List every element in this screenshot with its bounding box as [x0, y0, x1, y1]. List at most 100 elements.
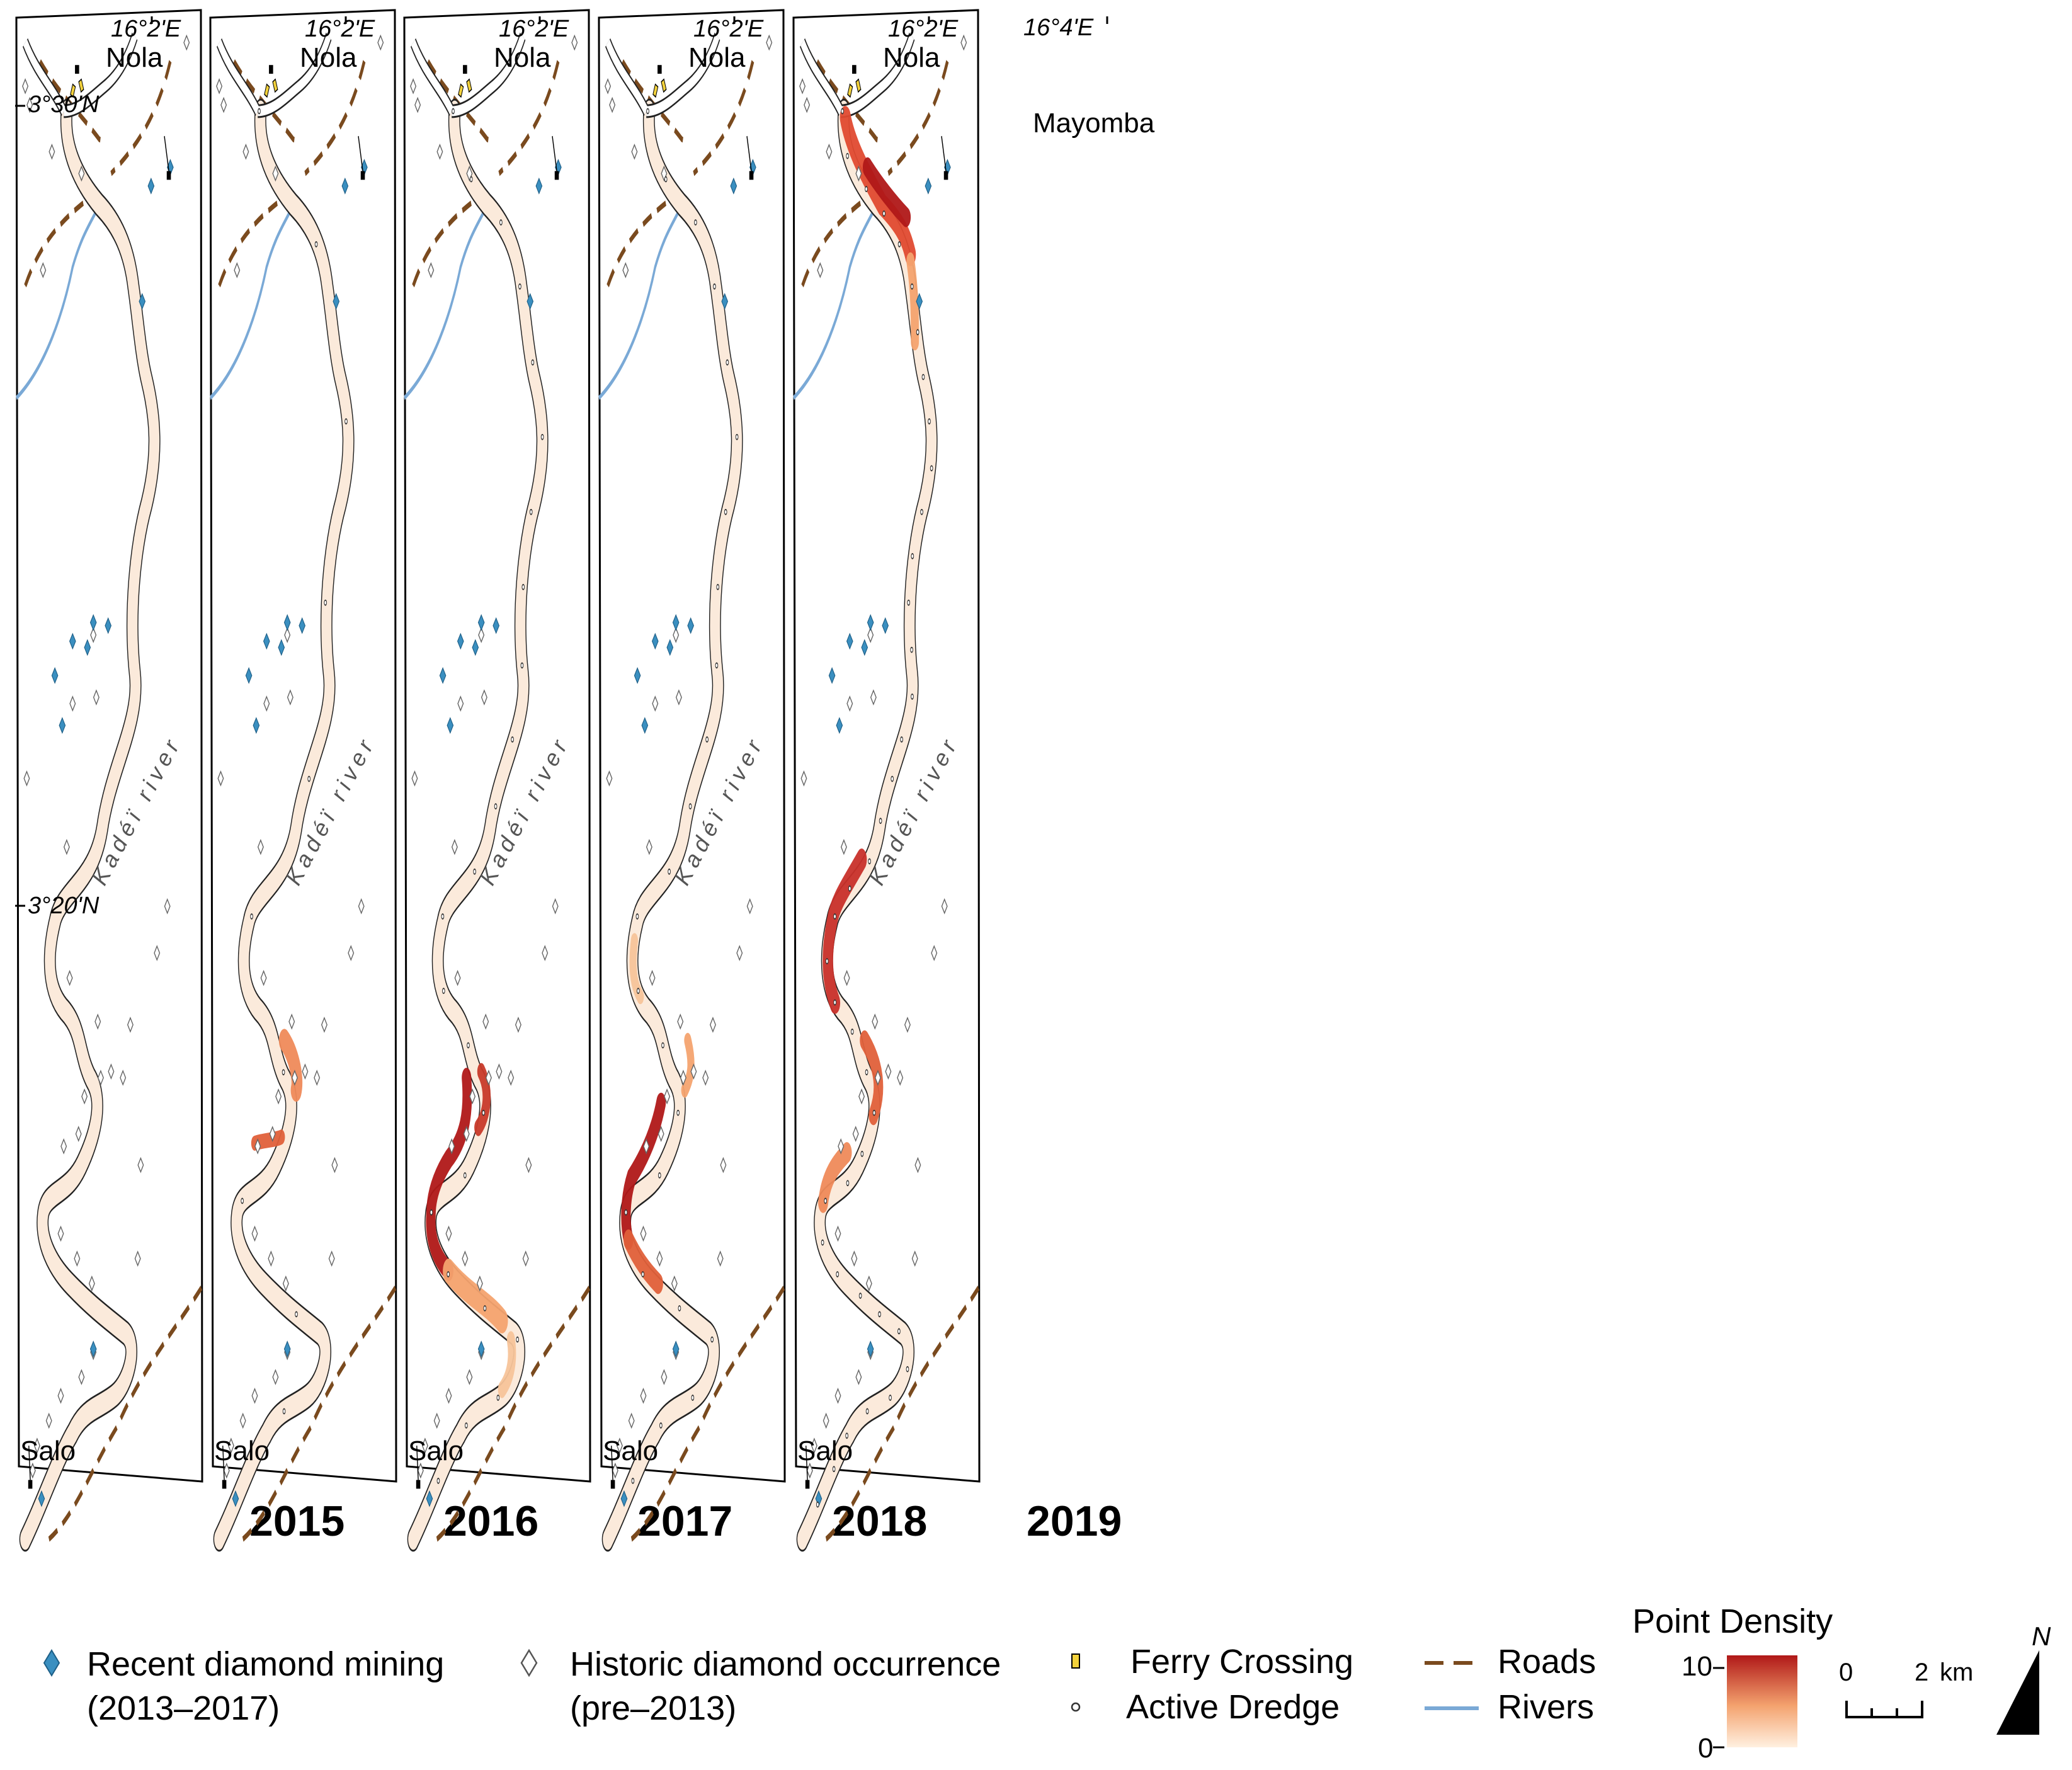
recent-mining-marker — [651, 632, 659, 650]
historic-diamond-marker — [81, 1088, 88, 1105]
legend-ferry: Ferry Crossing — [1071, 1643, 1353, 1681]
historic-diamond-marker — [428, 262, 435, 278]
dredge-marker — [646, 108, 649, 115]
lon-left-label: 16°2'E — [888, 16, 959, 42]
legend-dredge: Active Dredge — [1071, 1688, 1340, 1726]
historic-diamond-marker — [931, 945, 938, 961]
historic-diamond-marker — [804, 96, 811, 113]
scale-unit-label: km — [1940, 1659, 1973, 1686]
recent-mining-marker — [147, 177, 155, 195]
dredge-marker — [499, 219, 503, 226]
town-nola-marker — [75, 65, 79, 74]
dredge-marker — [846, 152, 849, 159]
scale-two-label: 2 — [1915, 1659, 1928, 1686]
historic-diamond-marker — [612, 1462, 618, 1479]
historic-diamond-marker — [239, 1412, 246, 1429]
lon-right-label: 16°4'E — [1023, 14, 1094, 41]
dredge-marker — [906, 1366, 909, 1373]
dredge-marker — [452, 108, 455, 115]
historic-diamond-marker — [414, 96, 421, 113]
dredge-marker — [635, 913, 639, 920]
dredge-marker — [891, 775, 894, 782]
dredge-marker — [661, 1042, 664, 1049]
dredge-marker — [858, 1293, 862, 1299]
dredge-marker — [836, 1271, 840, 1277]
historic-diamond-marker — [508, 1070, 515, 1086]
historic-diamond-marker — [260, 969, 267, 986]
upstream-river-channel — [606, 33, 720, 117]
historic-diamond-marker — [348, 945, 355, 961]
dredge-marker — [241, 1197, 244, 1204]
density-hotspot — [906, 252, 919, 351]
historic-diamond-marker — [656, 1250, 663, 1267]
town-salo-marker — [28, 1480, 33, 1489]
historic-diamond-marker — [960, 34, 967, 51]
historic-diamond-marker — [515, 1017, 521, 1033]
dredge-marker — [920, 508, 923, 515]
blue-diamond-icon — [43, 1649, 60, 1677]
dredge-marker — [465, 1422, 468, 1429]
historic-diamond-marker — [834, 1225, 841, 1242]
historic-diamond-marker — [746, 898, 753, 915]
dredge-marker — [430, 1209, 433, 1216]
ferry-icon — [1071, 1653, 1080, 1669]
historic-diamond-marker — [40, 262, 47, 278]
dredge-marker — [441, 913, 445, 920]
dredge-marker — [911, 693, 914, 700]
legend-historic: Historic diamond occurrence (pre–2013) — [520, 1645, 1001, 1727]
historic-diamond-marker — [57, 1225, 64, 1242]
legend-point-density: Point Density 10 0 — [1632, 1602, 1833, 1764]
density-min-label: 0 — [1698, 1733, 1713, 1764]
recent-mining-marker — [666, 639, 674, 656]
density-hotspot — [498, 1331, 516, 1398]
dredge-marker — [705, 736, 709, 743]
recent-mining-marker — [477, 614, 485, 631]
historic-diamond-marker — [93, 689, 100, 705]
historic-diamond-marker — [677, 1013, 684, 1030]
historic-diamond-marker — [263, 695, 270, 712]
dredge-marker — [900, 736, 903, 743]
dredge-marker — [282, 1408, 286, 1415]
town-salo-label: Salo — [603, 1436, 658, 1466]
dredge-marker — [833, 999, 837, 1006]
dredge-marker — [442, 988, 445, 995]
dredge-marker — [868, 858, 871, 865]
historic-diamond-marker — [60, 1138, 67, 1155]
town-nola-marker — [269, 65, 273, 74]
density-hotspot — [278, 1029, 303, 1102]
dredge-marker — [521, 583, 525, 590]
dredge-marker — [631, 1477, 635, 1484]
dredge-marker — [872, 1109, 876, 1116]
historic-diamond-marker — [454, 969, 461, 986]
town-salo-marker — [416, 1480, 421, 1489]
historic-diamond-marker — [823, 1412, 829, 1429]
recent-mining-marker — [882, 617, 889, 634]
dredge-marker — [473, 868, 476, 875]
dredge-marker — [846, 1180, 850, 1187]
density-hotspot — [862, 157, 911, 227]
recent-mining-marker — [687, 617, 695, 634]
legend-rivers-label: Rivers — [1498, 1688, 1594, 1726]
dredge-marker — [921, 374, 925, 380]
dredge-marker — [511, 736, 514, 743]
dredge-icon — [1071, 1702, 1081, 1712]
recent-mining-marker — [447, 717, 454, 734]
dredge-marker — [467, 1042, 470, 1049]
historic-diamond-marker — [702, 1070, 709, 1086]
recent-mining-marker — [283, 1340, 291, 1358]
dredge-marker — [531, 359, 535, 366]
historic-diamond-marker — [664, 1088, 671, 1105]
historic-diamond-marker — [481, 689, 487, 705]
dredge-marker — [816, 1501, 819, 1508]
historic-diamond-marker — [288, 1013, 295, 1030]
historic-diamond-marker — [817, 262, 824, 278]
historic-diamond-marker — [88, 1275, 95, 1292]
panel-year-label: 2019 — [1027, 1497, 1122, 1545]
dredge-marker — [865, 186, 868, 193]
dredge-marker — [716, 583, 720, 590]
historic-diamond-marker — [457, 695, 464, 712]
historic-diamond-marker — [66, 969, 73, 986]
recent-mining-marker — [426, 1490, 433, 1507]
dredge-marker — [483, 1305, 487, 1311]
historic-diamond-marker — [127, 1017, 134, 1033]
